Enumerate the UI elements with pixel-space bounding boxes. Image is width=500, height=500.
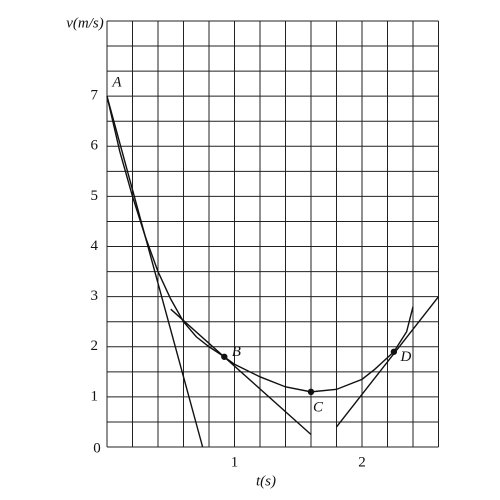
- x-tick-label: 2: [358, 454, 366, 470]
- point: [221, 353, 228, 360]
- point-label: A: [111, 75, 122, 91]
- y-tick-label: 3: [91, 288, 99, 304]
- point: [307, 388, 315, 396]
- y-tick-label: 4: [91, 238, 99, 254]
- y-tick-label: 2: [91, 338, 99, 354]
- y-tick-label: 5: [91, 188, 99, 204]
- y-tick-label: 6: [91, 138, 99, 154]
- point-label: C: [313, 399, 324, 415]
- tangent-line: [106, 95, 204, 448]
- y-tick-label: 1: [91, 388, 99, 404]
- tangent-line: [170, 308, 312, 435]
- point-label: D: [399, 349, 411, 365]
- point: [390, 348, 398, 355]
- x-axis-label: t(s): [256, 473, 276, 489]
- y-tick-label: 7: [91, 88, 99, 104]
- y-axis-label: v(m/s): [66, 15, 104, 31]
- origin-label: 0: [93, 440, 101, 456]
- x-tick-label: 1: [231, 454, 239, 470]
- point-label: B: [232, 344, 241, 360]
- tangent-line: [335, 296, 440, 428]
